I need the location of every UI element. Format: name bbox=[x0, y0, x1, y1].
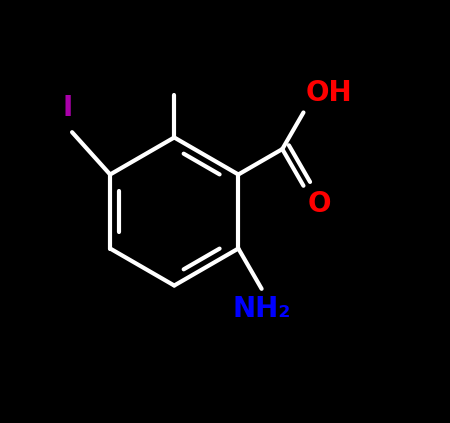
Text: NH₂: NH₂ bbox=[233, 295, 291, 323]
Text: O: O bbox=[308, 190, 331, 218]
Text: I: I bbox=[63, 93, 73, 122]
Text: OH: OH bbox=[306, 80, 352, 107]
